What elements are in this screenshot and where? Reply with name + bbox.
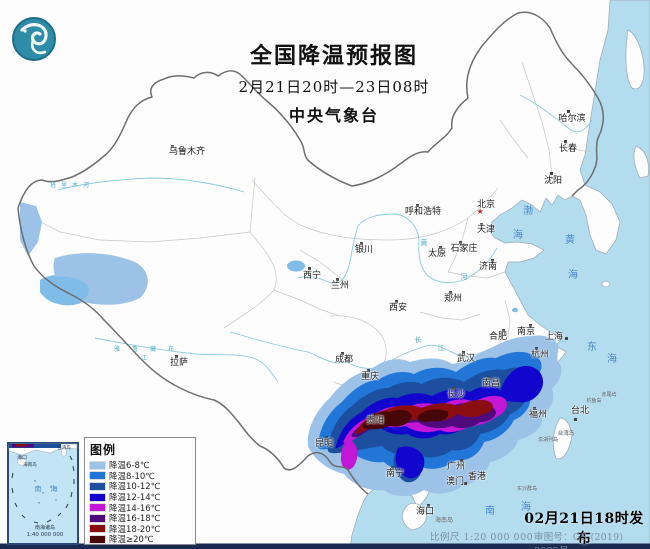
agency-name: 中央气象台 <box>288 106 379 125</box>
cma-logo <box>12 17 56 61</box>
legend-label: 降温8-10℃ <box>109 471 155 482</box>
legend-label: 降温16-18℃ <box>109 514 161 525</box>
qinghai-lake <box>287 260 305 272</box>
legend-swatch <box>90 493 105 501</box>
band-ge20-west <box>362 409 412 430</box>
japan-island <box>633 145 649 179</box>
offshore-islands <box>402 29 649 531</box>
legend-swatch <box>90 482 105 490</box>
map-approval-number: 审图号：GS (2019) 3082号 <box>534 532 624 549</box>
band-12-14-hangzhou-lobe <box>500 366 544 403</box>
legend-label: 降温18-20℃ <box>109 524 161 535</box>
legend-rows: 降温6-8℃ 降温8-10℃ 降温10-12℃ 降温12-14℃ 降温14-16℃ 降温1… <box>90 460 190 545</box>
hainan-island <box>402 502 427 531</box>
jeju-island <box>601 280 611 288</box>
inset-hainan <box>17 458 27 466</box>
legend-swatch <box>90 461 105 469</box>
legend-row: 降温6-8℃ <box>90 460 190 471</box>
sea-area <box>349 0 650 549</box>
legend: 图例 降温6-8℃ 降温8-10℃ 降温10-12℃ 降温12-14℃ 降温14-16℃… <box>84 437 196 545</box>
inset-taiwan <box>61 447 67 457</box>
legend-row: 降温12-14℃ <box>90 492 190 503</box>
xinjiang-border-patch <box>20 202 42 256</box>
map-scale: 比例尺 1:20 000 000 <box>430 532 534 543</box>
page-title: 全国降温预报图 <box>249 43 418 69</box>
national-border <box>17 11 604 495</box>
sakhalin-island <box>625 29 645 90</box>
yarlung-river <box>94 337 279 383</box>
inset-band-red <box>16 444 26 447</box>
map-header: 全国降温预报图 2月21日20时—23日08时 中央气象台 <box>184 38 484 126</box>
legend-swatch <box>90 472 105 480</box>
valid-period: 2月21日20时—23日08时 <box>238 78 430 96</box>
inset-islets <box>34 480 57 504</box>
south-border <box>17 207 369 495</box>
legend-label: 降温6-8℃ <box>109 461 150 472</box>
legend-label: 降温14-16℃ <box>109 503 161 514</box>
legend-row: 降温18-20℃ <box>90 524 190 535</box>
band-ge20-east <box>417 409 449 422</box>
tibet-lake2 <box>44 276 89 303</box>
north-border <box>17 11 604 209</box>
legend-row: 降温10-12℃ <box>90 481 190 492</box>
legend-row: 降温16-18℃ <box>90 513 190 524</box>
taiwan-island <box>552 417 573 460</box>
south-china-sea-inset <box>7 442 79 545</box>
yellow-river <box>297 213 498 284</box>
band-14-16-south <box>340 440 358 470</box>
band-12-14-south <box>395 446 425 479</box>
legend-swatch <box>90 535 105 543</box>
legend-row: 降温≥20℃ <box>90 534 190 545</box>
legend-row: 降温8-10℃ <box>90 471 190 482</box>
inset-nine-dash-line <box>11 455 75 524</box>
legend-swatch <box>90 525 105 533</box>
legend-row: 降温14-16℃ <box>90 502 190 514</box>
legend-label: 降温12-14℃ <box>109 493 161 504</box>
bottom-strip <box>0 543 650 549</box>
songhua-river <box>519 94 593 133</box>
legend-title: 图例 <box>90 443 117 457</box>
publish-time: 02月21日18时发布 <box>524 511 644 547</box>
inset-band-blue <box>9 444 61 448</box>
hongze-lake <box>512 307 518 313</box>
legend-swatch <box>90 504 105 512</box>
cooling-band <box>307 335 562 496</box>
legend-label: 降温≥20℃ <box>109 535 154 546</box>
legend-label: 降温10-12℃ <box>109 482 161 493</box>
legend-swatch <box>90 514 105 522</box>
tarim-river <box>57 177 245 193</box>
